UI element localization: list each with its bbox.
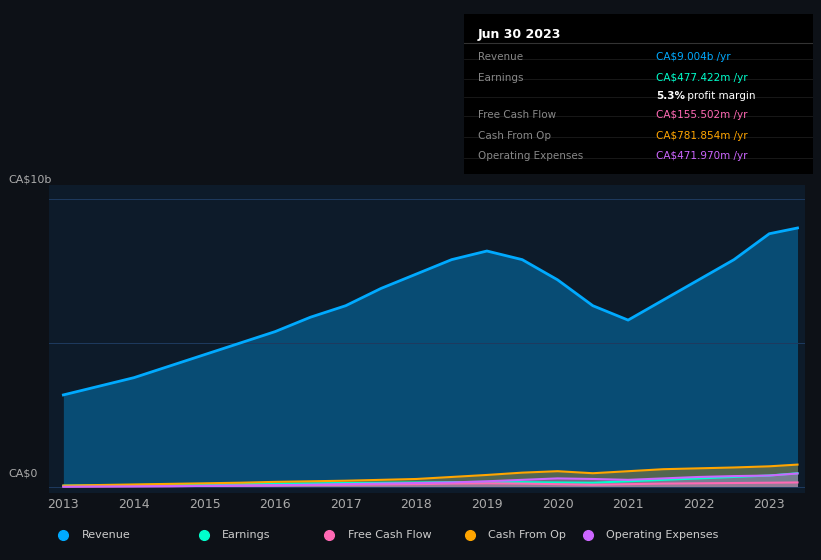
Text: Cash From Op: Cash From Op (488, 530, 566, 540)
Text: Revenue: Revenue (82, 530, 131, 540)
Text: 5.3%: 5.3% (656, 91, 685, 101)
Text: Operating Expenses: Operating Expenses (478, 151, 583, 161)
Text: Jun 30 2023: Jun 30 2023 (478, 29, 562, 41)
Text: profit margin: profit margin (684, 91, 755, 101)
Text: Free Cash Flow: Free Cash Flow (348, 530, 431, 540)
Text: CA$0: CA$0 (8, 468, 38, 478)
Text: Earnings: Earnings (478, 73, 523, 83)
Text: Operating Expenses: Operating Expenses (606, 530, 718, 540)
Text: Earnings: Earnings (222, 530, 271, 540)
Text: CA$477.422m /yr: CA$477.422m /yr (656, 73, 747, 83)
Text: CA$155.502m /yr: CA$155.502m /yr (656, 110, 747, 120)
Text: CA$781.854m /yr: CA$781.854m /yr (656, 130, 747, 141)
Text: Free Cash Flow: Free Cash Flow (478, 110, 556, 120)
Text: Revenue: Revenue (478, 52, 523, 62)
Text: CA$10b: CA$10b (8, 174, 52, 184)
Text: Cash From Op: Cash From Op (478, 130, 551, 141)
Text: CA$471.970m /yr: CA$471.970m /yr (656, 151, 747, 161)
Text: CA$9.004b /yr: CA$9.004b /yr (656, 52, 731, 62)
